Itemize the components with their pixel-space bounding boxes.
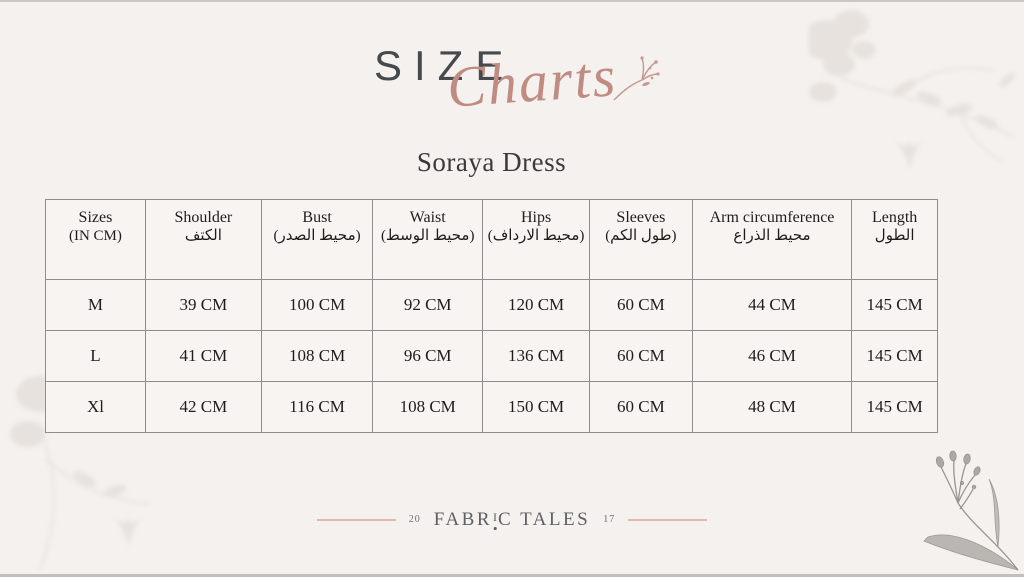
measure-cell: 92 CM xyxy=(372,279,484,331)
column-header-sub: (IN CM) xyxy=(68,228,122,245)
measure-cell: 100 CM xyxy=(260,279,374,331)
column-header-bust: Bust (محيط الصدر) xyxy=(260,199,374,280)
column-header-shoulder: Shoulder الكتف xyxy=(144,199,262,280)
measure-cell: 108 CM xyxy=(260,330,374,382)
measure-cell: 145 CM xyxy=(851,330,938,382)
top-border-line xyxy=(0,0,1024,2)
column-header-hips: Hips (محيط الارداف) xyxy=(482,199,591,280)
botanical-sprig-sketch xyxy=(923,450,1019,571)
column-header-sizes: Sizes (IN CM) xyxy=(45,199,146,280)
footer-year-right: 17 xyxy=(603,513,616,525)
column-header-sleeves: Sleeves (طول الكم) xyxy=(589,199,693,280)
table-row-xl: Xl 42 CM 116 CM 108 CM 150 CM 60 CM 48 C… xyxy=(45,381,938,433)
measure-cell: 136 CM xyxy=(482,330,591,382)
measure-cell: 116 CM xyxy=(260,381,374,433)
page-header: SIZE Charts xyxy=(0,0,1024,140)
column-header-sub: الطول xyxy=(874,228,915,245)
measure-cell: 145 CM xyxy=(851,381,938,433)
size-chart-table: Sizes (IN CM) Shoulder الكتف Bust (محيط … xyxy=(45,199,938,433)
measure-cell: 60 CM xyxy=(589,279,693,331)
measure-cell: 41 CM xyxy=(144,330,262,382)
column-header-sub: الكتف xyxy=(184,228,222,245)
footer-left-line xyxy=(316,519,396,521)
column-header-sub: (محيط الصدر) xyxy=(273,228,361,245)
table-header-row: Sizes (IN CM) Shoulder الكتف Bust (محيط … xyxy=(45,199,938,280)
title-charts-script: Charts xyxy=(444,43,620,120)
size-cell: Xl xyxy=(45,381,146,433)
measure-cell: 120 CM xyxy=(482,279,591,331)
measure-cell: 60 CM xyxy=(589,381,693,433)
product-title: Soraya Dress xyxy=(416,147,567,177)
size-cell: M xyxy=(45,279,146,331)
title-size: SIZE xyxy=(374,42,516,89)
column-header-sub: محيط الذراع xyxy=(733,228,811,245)
bottom-border-line xyxy=(0,574,1024,577)
column-header-en: Arm circumference xyxy=(709,209,835,226)
column-header-waist: Waist (محيط الوسط) xyxy=(372,199,484,280)
column-header-en: Bust xyxy=(302,209,332,226)
brand-part-post: C TALES xyxy=(498,509,591,530)
column-header-en: Sleeves xyxy=(616,209,666,226)
column-header-sub: (محيط الوسط) xyxy=(380,228,475,245)
column-header-en: Hips xyxy=(520,209,552,226)
column-header-en: Shoulder xyxy=(174,209,233,226)
footer-year-left: 20 xyxy=(408,513,421,525)
column-header-sub: (محيط الارداف) xyxy=(487,228,585,245)
measure-cell: 44 CM xyxy=(691,279,853,331)
column-header-en: Length xyxy=(871,209,918,226)
table-row-m: M 39 CM 100 CM 92 CM 120 CM 60 CM 44 CM … xyxy=(45,279,938,331)
column-header-arm-circumference: Arm circumference محيط الذراع xyxy=(691,199,853,280)
brand-footer: 20 FABR I C TALES 17 xyxy=(0,505,1024,535)
measure-cell: 46 CM xyxy=(691,330,853,382)
measure-cell: 48 CM xyxy=(691,381,853,433)
brand-name: FABR I C TALES xyxy=(434,509,590,531)
measure-cell: 108 CM xyxy=(372,381,484,433)
brand-stylized-i: I xyxy=(493,510,498,524)
measure-cell: 39 CM xyxy=(144,279,262,331)
column-header-en: Waist xyxy=(409,209,446,226)
measure-cell: 150 CM xyxy=(482,381,591,433)
measure-cell: 42 CM xyxy=(144,381,262,433)
column-header-length: Length الطول xyxy=(851,199,938,280)
column-header-en: Sizes xyxy=(78,209,113,226)
measure-cell: 96 CM xyxy=(372,330,484,382)
measure-cell: 60 CM xyxy=(589,330,693,382)
column-header-sub: (طول الكم) xyxy=(605,228,677,245)
footer-right-line xyxy=(628,519,708,521)
rose-sprig-flourish-icon xyxy=(613,56,660,101)
brand-part-pre: FABR xyxy=(433,509,493,530)
measure-cell: 145 CM xyxy=(851,279,938,331)
table-row-l: L 41 CM 108 CM 96 CM 136 CM 60 CM 46 CM … xyxy=(45,330,938,382)
size-cell: L xyxy=(45,330,146,382)
